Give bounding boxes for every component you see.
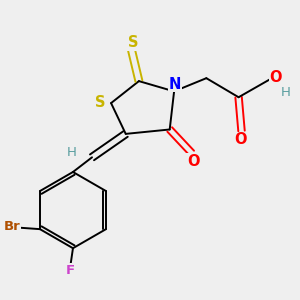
Text: H: H [280, 86, 290, 99]
Text: F: F [66, 264, 75, 277]
Text: N: N [169, 76, 181, 92]
Text: O: O [234, 132, 246, 147]
Text: Br: Br [4, 220, 20, 233]
Text: O: O [270, 70, 282, 85]
Text: S: S [95, 95, 105, 110]
Text: O: O [187, 154, 200, 169]
Text: S: S [128, 35, 138, 50]
Text: H: H [67, 146, 76, 159]
